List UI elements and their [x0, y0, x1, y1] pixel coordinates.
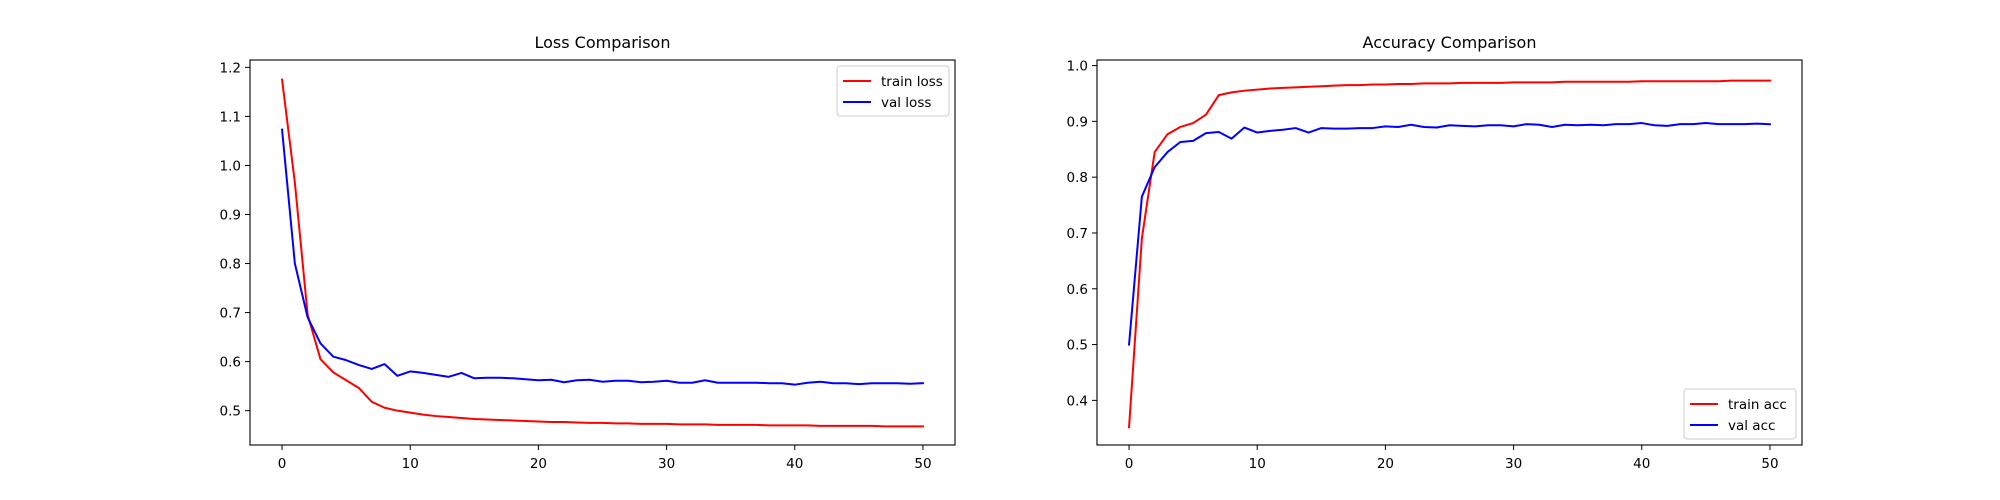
x-tick-label: 20 [530, 456, 547, 472]
x-tick-label: 40 [786, 456, 803, 472]
x-tick-label: 10 [402, 456, 419, 472]
y-tick-label: 0.8 [220, 257, 241, 273]
chart-title: Accuracy Comparison [1363, 33, 1537, 52]
axes-frame [249, 59, 956, 446]
x-tick-label: 10 [1249, 456, 1266, 472]
y-tick-label: 1.0 [220, 158, 241, 174]
x-axis: 0 10 20 30 40 50 [1125, 445, 1779, 472]
legend-label-val-loss: val loss [881, 95, 931, 111]
x-axis: 0 10 20 30 40 50 [278, 445, 932, 472]
val-acc-series-line [1127, 122, 1771, 346]
y-tick-label: 0.5 [1067, 338, 1088, 354]
axes-frame [1096, 59, 1803, 446]
y-axis: 0.4 0.5 0.6 0.7 0.8 0.9 1.0 [1067, 59, 1097, 409]
y-axis: 0.5 0.6 0.7 0.8 0.9 1.0 1.1 1.2 [220, 60, 250, 420]
train-acc-series-line [1127, 79, 1771, 429]
y-tick-label: 0.5 [220, 404, 241, 420]
legend: train loss val loss [836, 65, 950, 117]
x-tick-label: 50 [1761, 456, 1778, 472]
x-tick-label: 30 [1505, 456, 1522, 472]
y-tick-label: 1.0 [1067, 59, 1088, 75]
legend-label-train-acc: train acc [1728, 397, 1787, 413]
y-tick-label: 0.7 [220, 306, 241, 322]
legend-label-val-acc: val acc [1728, 418, 1775, 434]
legend: train acc val acc [1683, 388, 1797, 440]
legend-label-train-loss: train loss [881, 74, 943, 90]
val-loss-series-line [280, 128, 924, 386]
y-tick-label: 0.6 [220, 355, 241, 371]
x-tick-label: 50 [914, 456, 931, 472]
legend-box [1683, 388, 1797, 440]
chart-title: Loss Comparison [535, 33, 671, 52]
y-tick-label: 0.8 [1067, 170, 1088, 186]
y-tick-label: 0.4 [1067, 393, 1088, 409]
y-tick-label: 1.1 [220, 109, 241, 125]
y-tick-label: 1.2 [220, 60, 241, 76]
legend-box [836, 65, 950, 117]
train-loss-series-line [280, 78, 924, 428]
plot-area [280, 78, 924, 428]
y-tick-label: 0.9 [1067, 114, 1088, 130]
x-tick-label: 40 [1633, 456, 1650, 472]
x-tick-label: 30 [658, 456, 675, 472]
x-tick-label: 0 [278, 456, 287, 472]
x-tick-label: 20 [1377, 456, 1394, 472]
y-tick-label: 0.9 [220, 207, 241, 223]
y-tick-label: 0.6 [1067, 282, 1088, 298]
x-tick-label: 0 [1125, 456, 1134, 472]
plot-area [1127, 79, 1771, 429]
y-tick-label: 0.7 [1067, 226, 1088, 242]
